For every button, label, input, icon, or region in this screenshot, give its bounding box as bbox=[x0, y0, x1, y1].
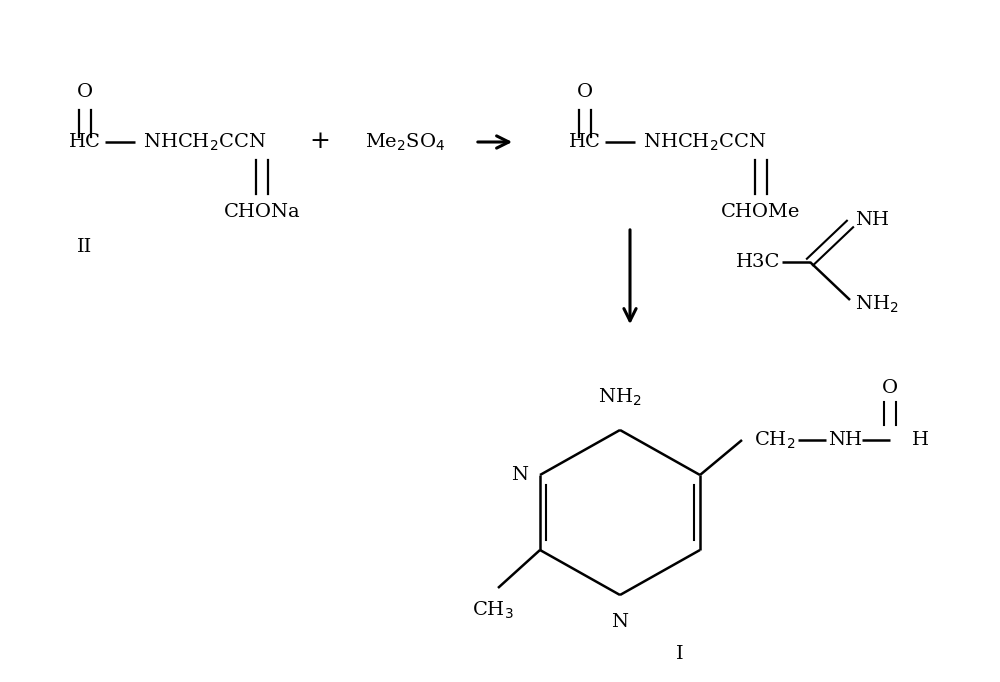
Text: NHCH$_2$CCN: NHCH$_2$CCN bbox=[143, 132, 267, 153]
Text: H3C: H3C bbox=[736, 253, 780, 271]
Text: N: N bbox=[511, 466, 528, 484]
Text: NH$_2$: NH$_2$ bbox=[598, 387, 642, 408]
Text: O: O bbox=[77, 83, 93, 101]
Text: H: H bbox=[912, 431, 929, 449]
Text: CHOMe: CHOMe bbox=[721, 203, 801, 221]
Text: CH$_2$: CH$_2$ bbox=[754, 430, 795, 451]
Text: NH: NH bbox=[855, 211, 889, 229]
Text: NHCH$_2$CCN: NHCH$_2$CCN bbox=[643, 132, 767, 153]
Text: HC: HC bbox=[69, 133, 101, 151]
Text: NH$_2$: NH$_2$ bbox=[855, 293, 899, 314]
Text: O: O bbox=[577, 83, 593, 101]
Text: Me$_2$SO$_4$: Me$_2$SO$_4$ bbox=[365, 132, 445, 153]
Text: CH$_3$: CH$_3$ bbox=[472, 600, 514, 621]
Text: II: II bbox=[77, 238, 93, 256]
Text: O: O bbox=[882, 379, 898, 397]
Text: +: + bbox=[310, 130, 330, 153]
Text: I: I bbox=[676, 645, 684, 663]
Text: HC: HC bbox=[569, 133, 601, 151]
Text: CHONa: CHONa bbox=[224, 203, 300, 221]
Text: N: N bbox=[612, 613, 629, 631]
Text: NH: NH bbox=[828, 431, 862, 449]
